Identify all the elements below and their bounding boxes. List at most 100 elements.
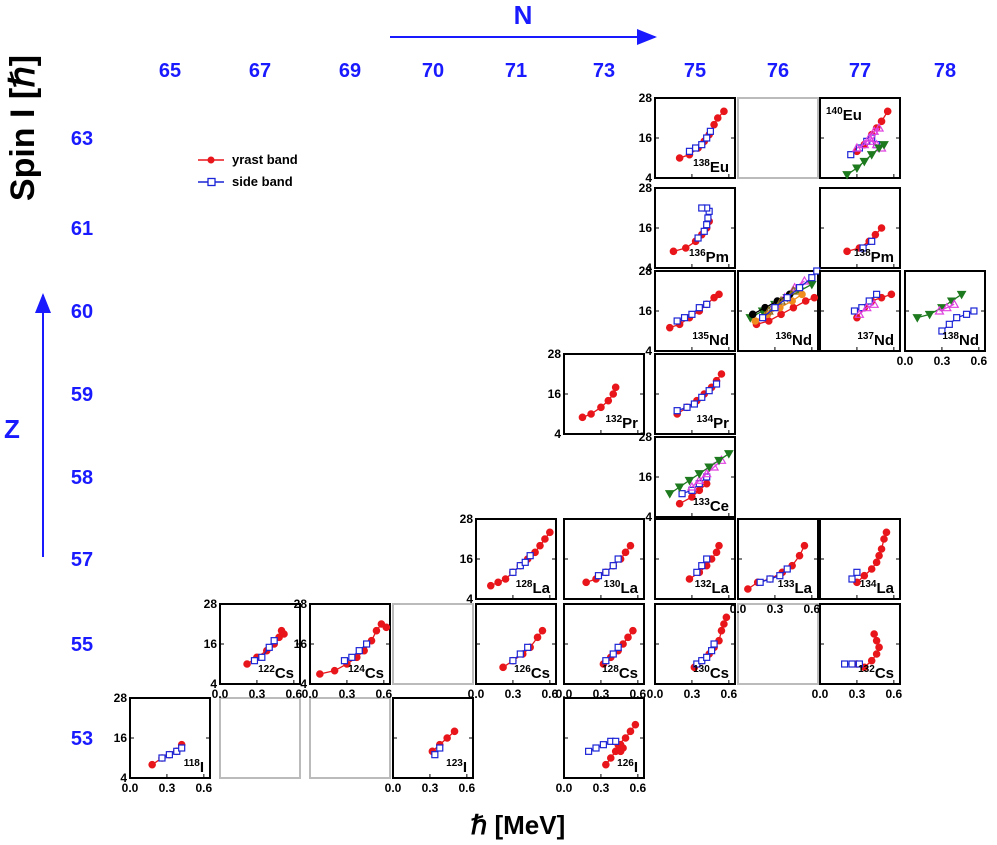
series-line [752,293,791,315]
n-label-77: 77 [849,60,871,82]
z-label-60: 60 [71,301,93,323]
n-label-76: 76 [767,60,789,82]
panel-nd136: 136Nd [737,267,821,352]
data-point [776,572,784,580]
data-point [694,475,705,484]
panel-la130: 130La [563,518,645,600]
series-side [602,643,622,665]
data-point [698,562,706,570]
data-point [860,571,869,580]
data-point [874,122,885,132]
panel-cs124: 124Cs [309,603,391,685]
xtick-label: 0.0 [556,687,573,701]
data-point [501,575,510,583]
series-side [694,204,713,242]
series-side [938,307,978,335]
series-line [854,293,878,312]
series-green [842,141,889,180]
legend-label: yrast band [232,152,298,167]
panel-eu140: 140Eu [819,97,901,180]
data-point [962,310,971,318]
xtick-label: 0.6 [886,687,903,701]
data-point [867,656,876,665]
data-point [546,528,554,537]
data-point [673,317,681,325]
data-point [614,555,622,563]
panel-frame [819,187,901,269]
data-point [842,171,852,180]
panel-frame [654,187,736,269]
panel-eu138: 138Eu [654,97,736,179]
empty-panel-frame [737,97,819,179]
n-label-70: 70 [422,60,444,82]
xtick-label: 0.3 [593,781,610,795]
data-point [587,410,595,418]
data-point [316,670,324,678]
panel-nd135: 135Nd [654,270,736,352]
data-point [703,134,711,142]
panel-pr132: 132Pr [563,353,645,435]
data-point [609,650,617,658]
data-point [693,568,701,576]
data-point [850,307,859,315]
data-point [597,403,605,412]
data-point [685,147,694,155]
data-point [690,400,698,408]
xtick-label: 0.3 [159,781,176,795]
xtick-label: 0.0 [647,687,664,701]
data-point [363,640,371,648]
data-point [450,727,459,736]
data-point [631,720,640,729]
xtick-label: 0.3 [849,687,866,701]
ytick-label: 28 [460,512,474,526]
data-point [813,267,821,275]
nucleus-label: 126I [617,758,638,776]
data-point [748,310,757,319]
xtick-label: 0.0 [730,602,747,616]
xtick-label: 0.0 [897,354,914,368]
xtick-label: 0.3 [934,354,951,368]
data-point [612,737,620,745]
data-point [722,613,731,622]
data-point [938,327,946,335]
z-label-61: 61 [71,218,93,240]
data-point [355,647,363,655]
data-point [883,107,892,116]
data-point [703,653,711,661]
data-point [872,650,881,658]
data-point [594,572,603,580]
series-yrast [752,293,819,329]
empty-panel-frame [392,603,474,685]
data-point [695,304,703,312]
data-point [801,297,810,305]
data-point [720,620,728,628]
data-point [536,541,544,550]
x-axis-title: ℏ [MeV] [471,810,565,840]
data-point [941,302,952,312]
nucleus-label: 140Eu [826,106,862,124]
data-point [629,626,637,635]
data-point [808,274,816,282]
data-point [882,528,891,537]
panel-la133: 133La [737,518,819,600]
data-point [265,643,273,651]
data-point [865,297,873,305]
nucleus-label: 136Pm [689,248,729,266]
data-point [866,151,877,160]
data-point [675,154,684,162]
data-point [706,127,714,135]
data-point [859,244,867,252]
data-point [861,302,872,312]
data-point [599,741,607,749]
data-point [704,214,712,222]
xtick-label: 0.0 [212,687,229,701]
ytick-label: 4 [645,344,652,358]
data-point [879,141,889,150]
series-magenta [934,299,960,315]
data-point [585,747,593,755]
data-point [698,141,706,149]
data-point [621,548,630,557]
ytick-label: 16 [639,304,653,318]
nucleus-label: 130Cs [693,664,729,682]
xtick-label: 0.6 [196,781,213,795]
